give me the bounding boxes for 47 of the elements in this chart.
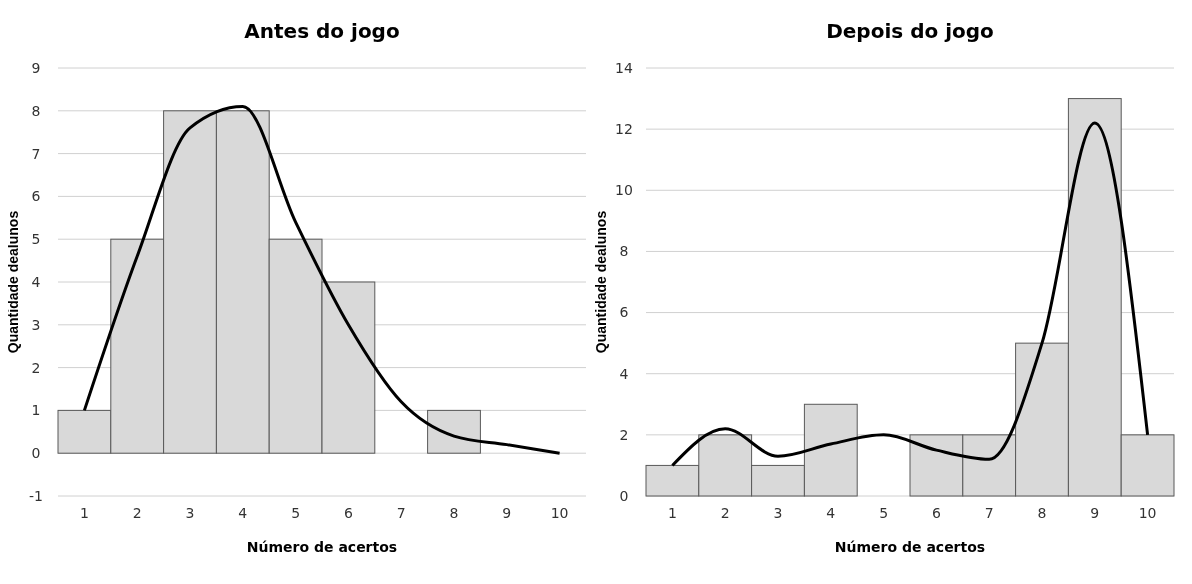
- y-tick-label: 0: [31, 445, 41, 462]
- y-tick-label: 6: [619, 304, 629, 321]
- x-tick-label: 6: [931, 505, 941, 521]
- y-tick-label: 4: [619, 365, 629, 382]
- y-tick-label: 9: [31, 59, 41, 76]
- y-tick-label: 12: [615, 121, 633, 138]
- y-tick-label: 7: [31, 145, 41, 162]
- x-tick-label: 4: [238, 505, 248, 521]
- y-axis-title: Quantidade dealunos: [593, 210, 609, 354]
- line-series: [670, 121, 1150, 467]
- x-tick-label: 8: [1037, 505, 1047, 521]
- chart-title: Antes do jogo: [244, 19, 400, 43]
- y-tick-label: 8: [619, 243, 629, 260]
- x-tick-label: 5: [879, 505, 889, 521]
- x-tick-label: 3: [773, 505, 783, 521]
- x-tick-label: 10: [1138, 505, 1157, 521]
- y-axis-title: Quantidade dealunos: [5, 210, 21, 354]
- x-tick-label: 4: [826, 505, 836, 521]
- x-axis-title: Número de acertos: [834, 539, 986, 555]
- y-tick-label: 10: [615, 182, 633, 199]
- y-tick-label: 2: [31, 359, 41, 376]
- chart-title: Depois do jogo: [826, 19, 994, 43]
- x-tick-label: 9: [502, 505, 512, 521]
- x-tick-label: 10: [550, 505, 569, 521]
- x-tick-label: 1: [79, 505, 89, 521]
- y-tick-label: 2: [619, 426, 629, 443]
- y-tick-label: 4: [31, 273, 41, 290]
- x-tick-label: 9: [1090, 505, 1100, 521]
- x-tick-label: 7: [984, 505, 994, 521]
- x-tick-label: 7: [396, 505, 406, 521]
- y-tick-label: 3: [31, 316, 41, 333]
- x-tick-label: 2: [720, 505, 730, 521]
- x-tick-label: 8: [449, 505, 459, 521]
- y-tick-label: 14: [615, 59, 633, 76]
- y-tick-label: -1: [29, 487, 43, 504]
- x-tick-label: 1: [667, 505, 677, 521]
- y-tick-label: 5: [31, 231, 41, 248]
- x-tick-label: 5: [291, 505, 301, 521]
- x-tick-label: 2: [132, 505, 142, 521]
- line-series: [82, 105, 562, 455]
- y-tick-label: 1: [31, 402, 41, 419]
- y-tick-label: 8: [31, 102, 41, 119]
- x-tick-label: 3: [185, 505, 195, 521]
- y-tick-label: 0: [619, 487, 629, 504]
- y-tick-label: 6: [31, 188, 41, 205]
- x-tick-label: 6: [343, 505, 353, 521]
- x-axis-title: Número de acertos: [246, 539, 398, 555]
